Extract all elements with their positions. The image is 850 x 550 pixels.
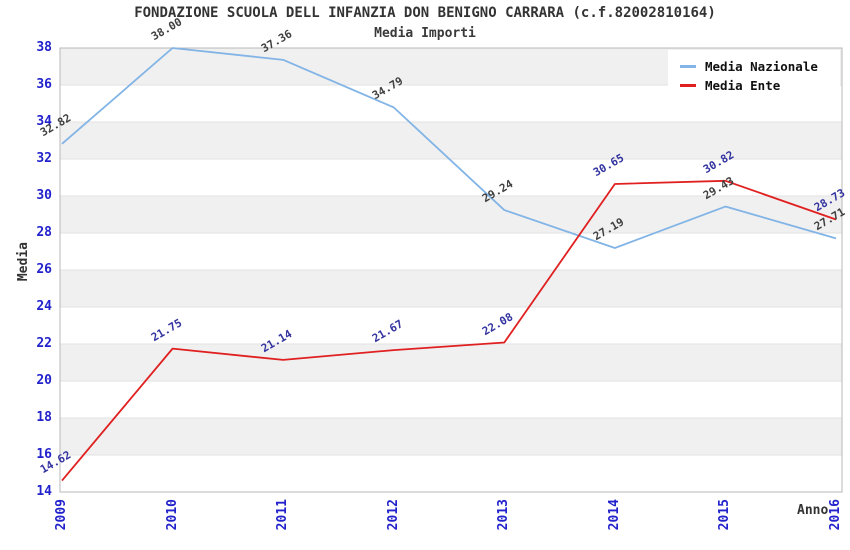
y-tick-label: 36 <box>36 77 52 92</box>
y-axis-title: Media <box>16 242 31 282</box>
line-swatch-ente-icon <box>680 84 696 87</box>
x-tick-label: 2014 <box>606 499 622 531</box>
legend-item-media-ente: Media Ente <box>680 76 830 95</box>
chart-title: FONDAZIONE SCUOLA DELL INFANZIA DON BENI… <box>134 5 716 21</box>
x-tick-label: 2016 <box>828 499 843 531</box>
legend-label-media-ente: Media Ente <box>705 78 781 93</box>
y-tick-label: 14 <box>36 484 52 499</box>
y-tick-label: 16 <box>36 447 52 462</box>
x-tick-label: 2011 <box>275 499 291 531</box>
data-label: 21.14 <box>259 327 295 356</box>
grid-band <box>60 196 842 233</box>
x-tick-label: 2009 <box>54 499 69 531</box>
legend-item-media-nazionale: Media Nazionale <box>680 57 830 76</box>
y-tick-label: 22 <box>36 336 52 351</box>
data-label: 30.65 <box>590 151 627 180</box>
grid-band <box>60 270 842 307</box>
y-tick-label: 30 <box>36 188 52 203</box>
y-tick-label: 18 <box>36 410 52 425</box>
data-label: 21.75 <box>148 315 184 344</box>
data-label: 30.82 <box>701 148 737 176</box>
y-tick-label: 38 <box>36 40 52 55</box>
data-label: 37.36 <box>259 27 295 55</box>
y-tick-label: 28 <box>36 225 52 240</box>
x-axis-title: Anno <box>797 503 829 518</box>
data-label: 27.19 <box>590 215 627 244</box>
grid-band <box>60 122 842 159</box>
x-tick-label: 2015 <box>717 499 733 531</box>
legend-label-media-nazionale: Media Nazionale <box>705 59 818 74</box>
x-tick-label: 2013 <box>496 499 512 531</box>
legend: Media Nazionale Media Ente <box>668 50 840 103</box>
line-swatch-nazionale-icon <box>680 65 696 68</box>
x-tick-label: 2012 <box>385 499 401 531</box>
data-label: 29.24 <box>480 177 516 206</box>
chart-subtitle: Media Importi <box>374 26 476 41</box>
data-label: 38.00 <box>148 15 184 44</box>
data-label: 21.67 <box>369 317 405 346</box>
y-tick-label: 24 <box>36 299 52 314</box>
plot-border <box>59 47 843 493</box>
y-tick-label: 20 <box>36 373 52 388</box>
data-label: 22.08 <box>480 309 516 338</box>
data-label: 34.79 <box>369 74 405 103</box>
x-tick-label: 2010 <box>164 499 180 531</box>
y-tick-label: 34 <box>36 114 52 129</box>
series-line-media-nazionale <box>61 47 837 249</box>
grid-band <box>60 418 842 455</box>
y-tick-label: 32 <box>36 151 52 166</box>
series-line-media-ente <box>61 179 837 482</box>
data-label: 29.43 <box>701 173 737 202</box>
y-tick-label: 26 <box>36 262 52 277</box>
